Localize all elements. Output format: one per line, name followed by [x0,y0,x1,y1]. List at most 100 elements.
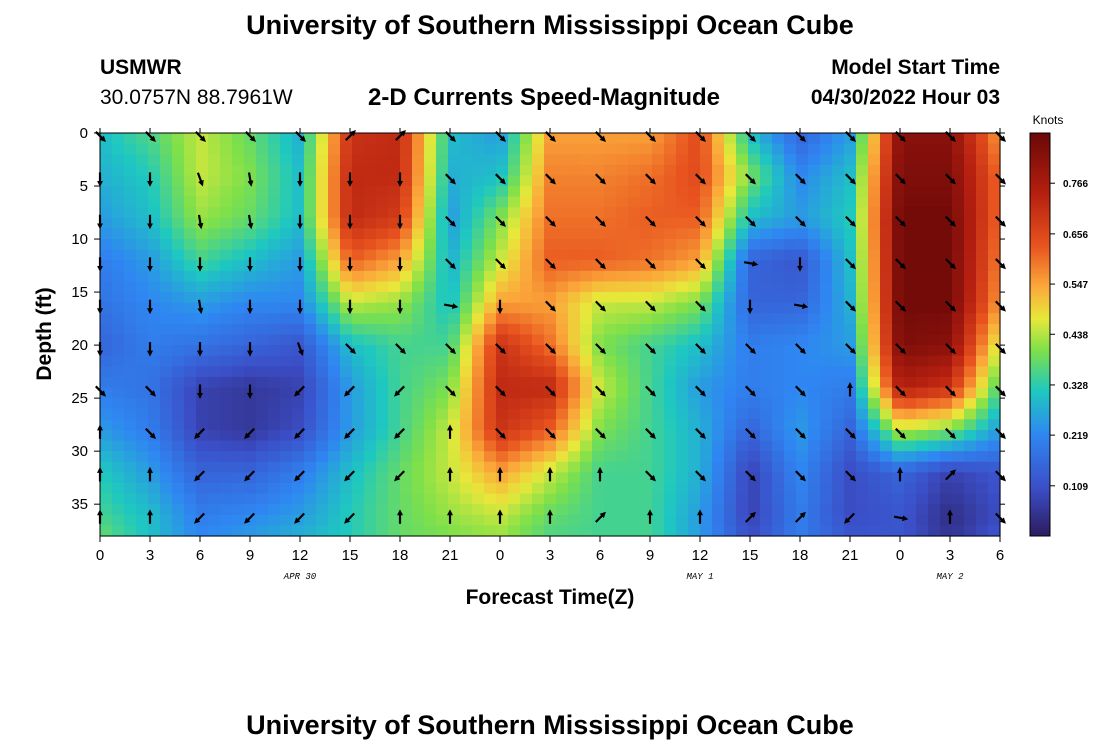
heatmap-cell [436,376,449,389]
y-tick-label: 5 [80,178,88,195]
heatmap-cell [184,345,197,357]
heatmap-cell [352,472,365,484]
colorbar-gradient [1029,132,1051,537]
heatmap-cell [436,239,449,251]
heatmap-cell [856,419,869,431]
heatmap-cell [184,260,197,272]
heatmap-cell [820,133,833,145]
heatmap-cell [460,175,473,187]
heatmap-cell [712,164,725,177]
heatmap-cell [436,313,449,325]
heatmap-cell [688,366,701,378]
heatmap-cell [100,281,113,293]
current-arrow [695,215,706,227]
heatmap-cell [232,154,245,166]
heatmap-cell [712,292,725,304]
heatmap-cell [340,196,353,208]
heatmap-cell [940,429,953,442]
heatmap-cell [256,133,269,145]
heatmap-cell [676,472,689,484]
heatmap-cell [208,482,221,495]
heatmap-cell [892,302,905,314]
heatmap-cell [412,249,425,261]
heatmap-cell [496,419,509,431]
heatmap-cell [892,461,905,473]
heatmap-cell [472,387,485,399]
heatmap-cell [736,419,749,431]
heatmap-cell [196,270,209,283]
heatmap-cell [160,133,173,145]
heatmap-cell [208,313,221,325]
heatmap-cell [880,133,893,145]
heatmap-cell [820,334,833,346]
heatmap-cell [868,164,881,177]
heatmap-cell [988,207,1001,219]
heatmap-cell [964,461,977,473]
heatmap-cell [856,334,869,346]
heatmap-cell [820,451,833,463]
heatmap-cell [832,186,845,198]
heatmap-cell [640,451,653,463]
heatmap-cell [820,270,833,283]
heatmap-cell [304,429,317,442]
heatmap-cell [604,525,617,537]
heatmap-cell [832,514,845,526]
heatmap-cell [772,345,785,357]
heatmap-cell [196,440,209,452]
heatmap-cell [388,239,401,251]
heatmap-cell [640,175,653,187]
heatmap-cell [412,196,425,208]
heatmap-cell [772,451,785,463]
heatmap-cell [676,292,689,304]
heatmap-cell [328,398,341,410]
heatmap-cell [652,186,665,198]
heatmap-cell [244,313,257,325]
heatmap-cell [676,429,689,442]
heatmap-cell [160,419,173,431]
heatmap-cell [208,249,221,261]
heatmap-cell [268,249,281,261]
heatmap-cell [772,398,785,410]
heatmap-cell [952,249,965,261]
heatmap-cell [472,175,485,187]
heatmap-cell [880,429,893,442]
heatmap-cell [400,514,413,526]
heatmap-cell [292,345,305,357]
heatmap-cell [964,429,977,442]
heatmap-cell [208,472,221,484]
heatmap-cell [388,366,401,378]
heatmap-cell [184,281,197,293]
heatmap-cell [280,207,293,219]
heatmap-cell [760,451,773,463]
heatmap-cell [760,249,773,261]
heatmap-cell [652,440,665,452]
current-arrow [294,385,305,397]
heatmap-cell [232,175,245,187]
heatmap-cell [832,260,845,272]
heatmap-cell [904,440,917,452]
x-tick-label: 0 [96,547,104,564]
heatmap-cell [112,345,125,357]
heatmap-cell [832,376,845,389]
heatmap-cell [928,493,941,505]
heatmap-cell [700,355,713,367]
heatmap-cell [928,461,941,473]
heatmap-cell [460,143,473,155]
heatmap-cell [256,472,269,484]
heatmap-cell [184,355,197,367]
heatmap-cell [652,451,665,463]
heatmap-cell [160,472,173,484]
heatmap-cell [412,504,425,516]
heatmap-cell [928,482,941,495]
heatmap-cell [100,143,113,155]
heatmap-cell [268,260,281,272]
heatmap-cell [712,345,725,357]
heatmap-cell [280,270,293,283]
heatmap-cell [580,260,593,272]
heatmap-cell [328,143,341,155]
heatmap-cell [136,239,149,251]
heatmap-cell [148,196,161,208]
heatmap-cell [484,461,497,473]
heatmap-cell [208,419,221,431]
heatmap-cell [604,345,617,357]
